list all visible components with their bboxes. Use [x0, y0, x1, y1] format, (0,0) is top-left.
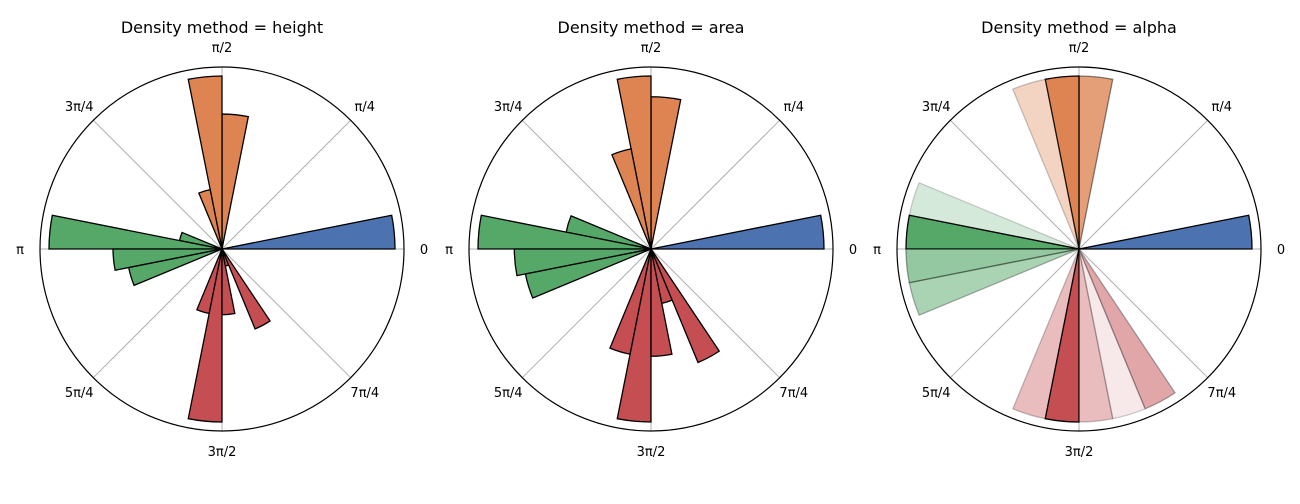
angle-tick-label: π/4: [1212, 100, 1232, 115]
panel-height: Density method = height 0 π/4 π/2 3π/4 π 5π/4…: [16, 18, 428, 460]
angle-tick-label: π/4: [784, 100, 804, 115]
angle-tick-label: π/2: [1069, 41, 1089, 56]
bar-orange: [221, 113, 250, 250]
bar-green: [127, 248, 223, 287]
bar-orange: [1011, 78, 1080, 250]
bar-orange: [1078, 75, 1114, 250]
polar-axis-outline: [39, 66, 405, 432]
angle-tick-label: 5π/4: [922, 386, 951, 401]
polar-axis-outline: [468, 66, 834, 432]
bar-orange: [197, 188, 223, 250]
bar-green: [905, 248, 1080, 284]
angle-tick-labels: 0 π/4 π/2 3π/4 π 5π/4 3π/2 7π/4: [445, 41, 857, 460]
angle-tick-label: 0: [1277, 243, 1285, 258]
angle-tick-label: 0: [420, 243, 428, 258]
angle-tick-label: π/4: [355, 100, 375, 115]
angle-tick-label: π: [16, 243, 24, 258]
angle-tick-label: 7π/4: [1207, 386, 1236, 401]
bar-orange: [611, 148, 652, 250]
panel-area: Density method = area 0 π/4 π/2 3π/4 π 5π/4 3π…: [445, 18, 857, 460]
bar-green: [908, 248, 1080, 317]
bar-red: [1078, 248, 1177, 410]
angle-tick-label: 3π/2: [1065, 445, 1094, 460]
bar-orange: [1044, 75, 1080, 250]
angle-tick-label: π/2: [212, 41, 232, 56]
bar-blue: [650, 214, 825, 250]
histogram-bars: [905, 75, 1253, 423]
bar-green: [48, 214, 223, 250]
panel-title: Density method = area: [558, 18, 745, 37]
histogram-bars: [477, 75, 825, 423]
bar-green: [524, 248, 652, 299]
angle-tick-label: 5π/4: [494, 386, 523, 401]
angle-tick-label: 5π/4: [65, 386, 94, 401]
angle-tick-label: 3π/4: [494, 100, 523, 115]
bar-red: [1044, 248, 1080, 423]
angle-tick-label: 0: [849, 243, 857, 258]
bar-red: [187, 248, 223, 423]
angle-tick-label: π: [873, 243, 881, 258]
bar-red: [1078, 248, 1114, 423]
panel-title: Density method = alpha: [981, 18, 1177, 37]
panel-alpha: Density method = alpha 0 π/4 π/2 3π/4 π 5π/4 3…: [873, 18, 1285, 460]
angle-tick-label: 3π/2: [637, 445, 666, 460]
angle-tick-label: 7π/4: [350, 386, 379, 401]
histogram-bars: [48, 75, 396, 423]
angle-tick-label: 7π/4: [779, 386, 808, 401]
angle-tick-labels: 0 π/4 π/2 3π/4 π 5π/4 3π/2 7π/4: [873, 41, 1285, 460]
bar-green: [477, 214, 652, 250]
panel-title: Density method = height: [121, 18, 323, 37]
angle-tick-label: 3π/2: [208, 445, 237, 460]
bar-red: [1078, 248, 1147, 420]
angle-tick-labels: 0 π/4 π/2 3π/4 π 5π/4 3π/2 7π/4: [16, 41, 428, 460]
angle-tick-label: 3π/4: [65, 100, 94, 115]
bar-red: [616, 248, 652, 423]
angle-tick-label: π: [445, 243, 453, 258]
bar-red: [221, 248, 271, 330]
bar-blue: [1078, 214, 1253, 250]
bar-blue: [221, 214, 396, 250]
angle-tick-label: 3π/4: [922, 100, 951, 115]
bar-red: [650, 248, 721, 364]
polar-axis-outline: [896, 66, 1262, 432]
bar-green: [905, 214, 1080, 250]
bar-orange: [650, 96, 682, 250]
angle-tick-label: π/2: [641, 41, 661, 56]
